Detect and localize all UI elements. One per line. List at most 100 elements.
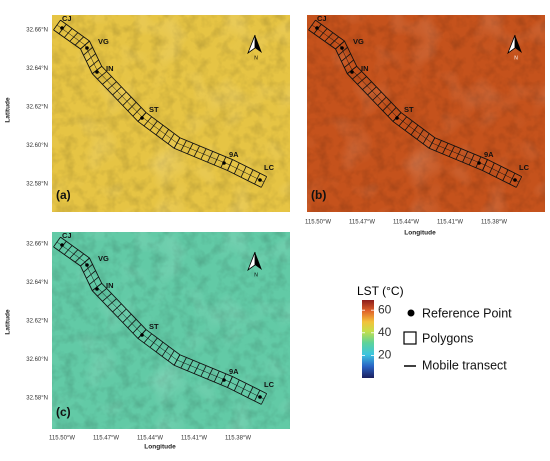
point-label: CJ: [317, 14, 327, 23]
polygon-divider: [83, 47, 93, 56]
longitude-tick-label: 115.47°W: [93, 436, 119, 442]
polygon-divider: [308, 19, 316, 31]
maps: CJ VG IN ST 9A LC N (a) CJ VG IN ST 9A LC N (b) CJ VG IN ST…: [52, 14, 545, 429]
polygon-divider: [89, 59, 99, 68]
polygon-divider: [86, 53, 96, 62]
polygon-divider: [187, 359, 194, 372]
reference-point: [85, 46, 89, 50]
axis-title: Longitude: [404, 230, 436, 237]
polygon-divider: [213, 153, 220, 166]
polygon-divider: [495, 166, 502, 178]
polygon-divider: [207, 368, 214, 380]
polygon-divider: [132, 107, 142, 117]
colorbar-tick-label: 60: [378, 302, 392, 316]
polygon-divider: [233, 379, 240, 392]
longitude-tick-label: 115.50°W: [305, 220, 331, 226]
longitude-tick-label: 115.50°W: [49, 436, 75, 442]
polygon-divider: [341, 53, 351, 62]
polygon-divider: [122, 313, 132, 323]
reference-point: [477, 161, 481, 165]
polygon-divider: [435, 140, 442, 152]
polygon-divider: [347, 65, 357, 75]
polygon-divider: [442, 142, 449, 155]
polygon-edge: [308, 29, 517, 188]
polygon-divider: [74, 253, 84, 263]
legend-label: Reference Point: [422, 306, 512, 320]
point-label: LC: [264, 380, 275, 389]
latitude-tick-label: 32.62°N: [26, 319, 48, 325]
point-label: ST: [404, 105, 414, 114]
polygon-divider: [200, 148, 207, 160]
polygon-divider: [112, 86, 122, 96]
map-panel: CJ VG IN ST 9A LC N (a): [52, 14, 290, 212]
polygon-divider: [143, 116, 152, 127]
polygon-divider: [64, 28, 73, 38]
polygon-divider: [69, 32, 79, 42]
polygon-divider: [86, 270, 96, 279]
reference-point: [315, 26, 319, 30]
polygon-divider: [382, 102, 392, 112]
polygon-divider: [335, 40, 345, 50]
polygon-divider: [97, 71, 107, 80]
latitude-tick-label: 32.66°N: [26, 242, 48, 248]
polygon-edge: [315, 19, 522, 178]
map-texture: [307, 15, 545, 212]
polygon-divider: [102, 293, 112, 302]
polygon-divider: [357, 76, 367, 85]
polygon-divider: [53, 19, 61, 31]
polygon-divider: [207, 151, 214, 163]
polygon-divider: [53, 236, 61, 248]
polygon-divider: [398, 116, 407, 127]
polygon-divider: [167, 350, 175, 362]
colorbar-tick-label: 20: [378, 348, 392, 362]
polygon-divider: [107, 298, 117, 307]
polygon-divider: [180, 140, 187, 152]
colorbar-tick-label: 40: [378, 325, 392, 339]
polygon-divider: [240, 383, 247, 395]
reference-point: [95, 287, 99, 291]
polygon-divider: [80, 257, 90, 267]
polygon-divider: [155, 341, 164, 353]
polygon-divider: [117, 308, 127, 318]
polygon-divider: [410, 124, 419, 136]
latitude-tick-label: 32.58°N: [26, 396, 48, 402]
polygon-divider: [482, 159, 488, 171]
polygon-divider: [143, 333, 152, 344]
colorbar-title: LST (°C): [357, 284, 404, 298]
polygon-divider: [127, 102, 137, 112]
polygon-divider: [173, 137, 181, 149]
longitude-tick-label: 115.41°W: [181, 436, 207, 442]
polygon-divider: [112, 303, 122, 313]
reference-point: [85, 263, 89, 267]
polygon-divider: [89, 276, 99, 285]
point-label: IN: [361, 64, 369, 73]
polygon-divider: [92, 65, 102, 75]
north-label: N: [254, 55, 258, 61]
polygon-divider: [367, 86, 377, 96]
legend-label: Polygons: [422, 331, 473, 345]
point-label: ST: [149, 322, 159, 331]
panel-label: (c): [56, 405, 71, 419]
polygon-divider: [324, 32, 334, 42]
north-label: N: [514, 55, 518, 61]
polygon-divider: [200, 365, 207, 377]
polygon-divider: [319, 28, 328, 38]
polygon-divider: [509, 173, 516, 185]
polygon-divider: [102, 76, 112, 85]
polygon-divider: [97, 288, 107, 297]
reference-point: [60, 26, 64, 30]
reference-point: [140, 116, 144, 120]
reference-point: [60, 243, 64, 247]
polygon-divider: [149, 120, 158, 131]
colorbar: [362, 300, 374, 378]
polygon-divider: [107, 81, 117, 90]
polygon-divider: [64, 245, 73, 255]
point-label: VG: [98, 254, 109, 263]
polygon-divider: [455, 148, 462, 160]
longitude-tick-label: 115.44°W: [137, 436, 163, 442]
north-label: N: [254, 272, 258, 278]
polygon-divider: [161, 346, 169, 357]
polygon-divider: [227, 159, 233, 171]
polygon-divider: [69, 249, 79, 259]
polygon-divider: [254, 390, 261, 402]
